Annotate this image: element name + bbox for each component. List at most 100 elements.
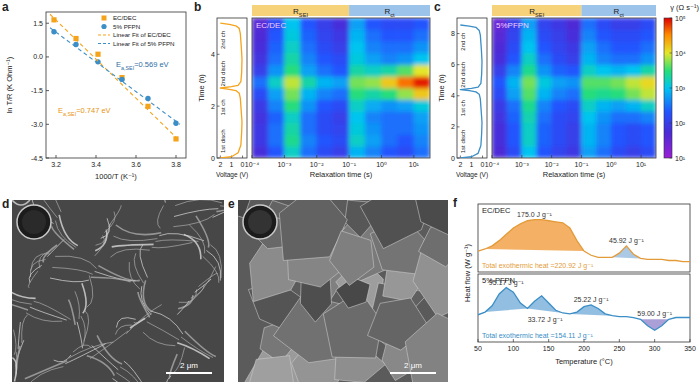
x-tick [581, 155, 582, 158]
heatmap-cell [397, 53, 414, 65]
sem-texture [18, 322, 20, 349]
colorbar-tick-label: 10² [675, 120, 686, 127]
heatmap-cell [566, 111, 582, 123]
inset-photo [22, 210, 46, 234]
voltage-frame [457, 18, 487, 158]
heatmap-cell [611, 111, 627, 123]
heatmap-cell [414, 123, 430, 135]
x-tick [252, 155, 253, 158]
heatmap-cell [397, 18, 414, 30]
y-tick-label: 4 [211, 51, 215, 58]
heatmap-cell [596, 146, 612, 158]
heatmap-cell [414, 29, 430, 41]
heatmap-cell [566, 18, 582, 30]
heatmap-cell [641, 29, 656, 41]
heatmap-cell [414, 134, 430, 146]
heatmap-cell [492, 53, 507, 65]
heatmap-cell [522, 111, 538, 123]
x-tick [136, 155, 137, 158]
heatmap-cell [381, 64, 398, 76]
heatmap-cell [349, 134, 366, 146]
legend-swatch [98, 43, 110, 44]
panel-letter: b [194, 0, 201, 14]
x-tick [641, 155, 642, 158]
heatmap-cell [365, 99, 382, 111]
heatmap-cell [596, 111, 612, 123]
heatmap-cell [349, 41, 366, 53]
heatmap-cell [551, 146, 567, 158]
y-tick-label: 4 [451, 92, 455, 99]
heatmap-cell [300, 53, 317, 65]
heatmap-cell [492, 76, 507, 88]
heatmap-cell [536, 76, 552, 88]
sem-texture [156, 240, 199, 242]
sem-texture [91, 277, 131, 282]
heatmap-cell [333, 64, 350, 76]
sem-texture [203, 256, 219, 283]
heatmap-cell [492, 123, 507, 135]
heatmap-cell [316, 134, 333, 146]
heatmap-cell [522, 146, 538, 158]
heatmap-cell [492, 146, 507, 158]
x-tick [176, 155, 177, 158]
voltage-frame [217, 18, 247, 158]
heatmap-cell [522, 29, 538, 41]
dsc-curve [478, 288, 690, 331]
heatmap-cell [284, 41, 301, 53]
sem-texture [173, 215, 214, 227]
heatmap-cell [252, 53, 268, 65]
heatmap-cell [284, 134, 301, 146]
heatmap-cell [566, 64, 582, 76]
heatmap-cell [551, 41, 567, 53]
total-label: Total exothermic heat =220.92 J g⁻¹ [482, 262, 594, 270]
heatmap-cell [284, 123, 301, 135]
heatmap-cell [381, 123, 398, 135]
sem-texture [12, 289, 32, 305]
heatmap-cell [365, 134, 382, 146]
heatmap-cell [492, 88, 507, 100]
legend-swatch [101, 16, 106, 21]
heatmap-cell [492, 29, 507, 41]
heatmap-cell [268, 76, 285, 88]
heatmap-cell [414, 41, 430, 53]
heatmap-cell [414, 18, 430, 30]
x-tick [381, 155, 382, 158]
heatmap-cell [316, 41, 333, 53]
heatmap-cell [507, 76, 523, 88]
legend-label: 5% PFPN [113, 23, 140, 30]
heatmap-cell [397, 123, 414, 135]
x-tick [611, 155, 612, 158]
colorbar-tick [670, 18, 673, 19]
heatmap-cell [641, 18, 656, 30]
heatmap-cell [522, 41, 538, 53]
heatmap-cell [349, 99, 366, 111]
y-tick [46, 56, 49, 57]
heatmap-cell [536, 18, 552, 30]
heatmap-cell [492, 111, 507, 123]
sem-texture [114, 236, 158, 241]
scale-bar-label: 2 μm [404, 361, 422, 370]
heatmap-cell [349, 111, 366, 123]
heatmap-cells [492, 18, 656, 158]
heatmap-cell [365, 29, 382, 41]
sem-texture [126, 305, 162, 334]
heatmap-cell [551, 123, 567, 135]
heatmap-cell [626, 111, 642, 123]
text-part: =0.747 eV [76, 106, 110, 115]
x-tick [584, 339, 585, 342]
sem-texture [12, 200, 30, 205]
heatmap-cell [349, 53, 366, 65]
fit-line [50, 28, 180, 125]
scale-bar [166, 372, 212, 374]
x-tick [349, 155, 350, 158]
heatmap-cell [596, 99, 612, 111]
band-label: Rct [614, 7, 625, 18]
heatmap-cell [300, 111, 317, 123]
heatmap-frame [492, 18, 656, 158]
heatmap-cell [333, 134, 350, 146]
heatmap-cell [284, 146, 301, 158]
heatmap-cell [365, 64, 382, 76]
x-axis-label: Temperature (°C) [555, 357, 613, 366]
inset-title: 5%PFPN [496, 21, 529, 30]
x-tick [690, 339, 691, 342]
